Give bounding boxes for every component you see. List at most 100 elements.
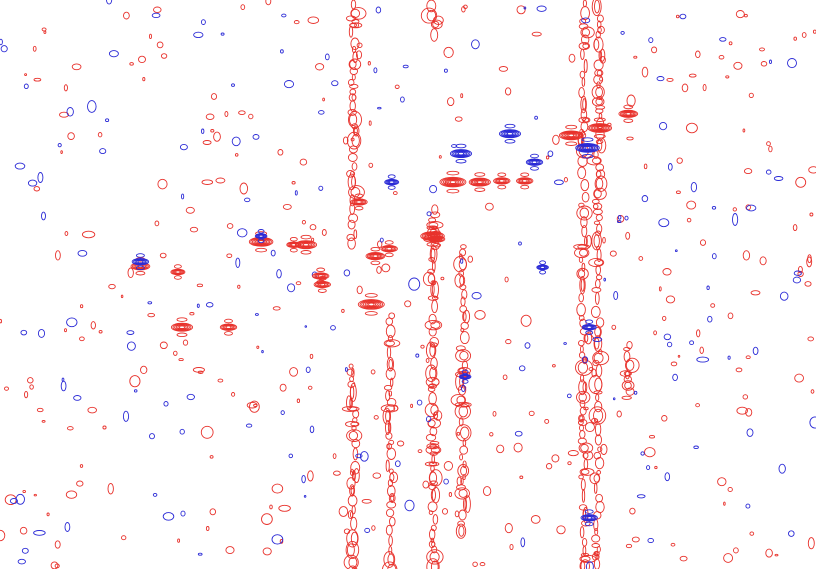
noise-contour (456, 431, 461, 436)
streak-contour (349, 484, 356, 497)
cross-peak (384, 174, 400, 190)
noise-contour (410, 403, 414, 409)
peak-sidelobe (504, 139, 516, 144)
streak-contour (625, 357, 640, 373)
noise-contour (338, 506, 349, 517)
streak-contour (350, 485, 355, 495)
noise-contour (180, 510, 186, 517)
peak-sidelobe (565, 124, 578, 130)
streak-contour (429, 551, 440, 563)
streak-contour (429, 343, 436, 357)
peak-sidelobe (432, 242, 442, 248)
peak-sidelobe (461, 379, 469, 384)
peak-sidelobe (520, 172, 530, 177)
noise-contour (181, 193, 185, 200)
streak-contour (459, 350, 469, 361)
peak-contour (457, 151, 465, 156)
peak-contour (453, 150, 469, 157)
streak-contour (583, 59, 588, 73)
noise-contour (197, 552, 203, 556)
noise-contour (41, 211, 46, 221)
noise-contour (625, 231, 631, 240)
streak-contour (623, 346, 631, 352)
noise-contour (64, 328, 67, 333)
noise-contour (226, 223, 234, 229)
noise-contour (672, 373, 678, 382)
streak-contour (594, 434, 602, 446)
noise-contour (373, 67, 378, 74)
noise-contour (766, 141, 771, 147)
noise-contour (9, 498, 18, 504)
peak-sidelobe (135, 253, 145, 258)
peak-contour (587, 123, 613, 133)
noise-contour (200, 425, 214, 439)
noise-contour (66, 426, 74, 431)
streak-contour (580, 559, 590, 569)
noise-contour (429, 342, 438, 348)
noise-contour (354, 22, 359, 28)
streak-contour (383, 384, 393, 391)
streak-contour (583, 450, 594, 461)
peak-contour (503, 130, 517, 137)
peak-contour (582, 145, 593, 151)
noise-contour (408, 277, 421, 291)
noise-contour (583, 406, 589, 411)
noise-contour (272, 306, 281, 311)
streak-contour (596, 248, 602, 263)
noise-contour (422, 480, 430, 489)
streak-contour (578, 41, 590, 51)
noise-contour (332, 453, 337, 459)
noise-contour (581, 17, 591, 24)
noise-contour (742, 128, 746, 133)
noise-contour (779, 291, 789, 301)
noise-contour (287, 283, 296, 293)
noise-contour (41, 27, 47, 32)
streak-contour (385, 459, 390, 473)
peak-contour (380, 245, 398, 253)
streak-contour (581, 489, 586, 503)
cross-peak (581, 319, 597, 335)
peak-contour (576, 143, 599, 153)
streak-contour (593, 558, 601, 569)
noise-contour (71, 63, 82, 71)
streak-contour (462, 474, 466, 481)
streak-contour (431, 454, 435, 465)
noise-contour (133, 389, 138, 393)
noise-contour (566, 393, 572, 399)
noise-contour (611, 324, 617, 330)
noise-contour (732, 207, 737, 212)
noise-contour (792, 276, 802, 284)
streak-contour (348, 213, 359, 223)
noise-contour (723, 553, 734, 563)
noise-contour (530, 515, 541, 524)
noise-contour (24, 390, 29, 399)
streak-contour (578, 315, 585, 321)
streak-contour (345, 15, 357, 22)
streak-contour (425, 433, 437, 442)
noise-contour (451, 144, 458, 148)
streak-contour (347, 406, 358, 412)
peak-contour (313, 272, 328, 280)
streak-contour (580, 216, 588, 228)
streak-contour (430, 560, 439, 569)
noise-contour (280, 49, 284, 54)
noise-contour (505, 339, 512, 345)
peak-contour (256, 239, 266, 245)
noise-contour (725, 75, 730, 79)
streak-contour (592, 350, 610, 366)
noise-contour (638, 256, 644, 261)
noise-contour (620, 30, 625, 35)
noise-contour (76, 480, 84, 487)
streak-contour (349, 113, 358, 127)
streak-contour (593, 36, 604, 53)
streak-contour (457, 384, 467, 396)
noise-contour (231, 392, 236, 397)
noise-contour (149, 433, 155, 440)
noise-contour (393, 405, 399, 412)
streak-contour (591, 543, 600, 548)
peak-sidelobe (584, 521, 594, 527)
noise-contour (425, 358, 430, 363)
noise-contour (261, 349, 264, 354)
noise-contour (711, 205, 717, 210)
